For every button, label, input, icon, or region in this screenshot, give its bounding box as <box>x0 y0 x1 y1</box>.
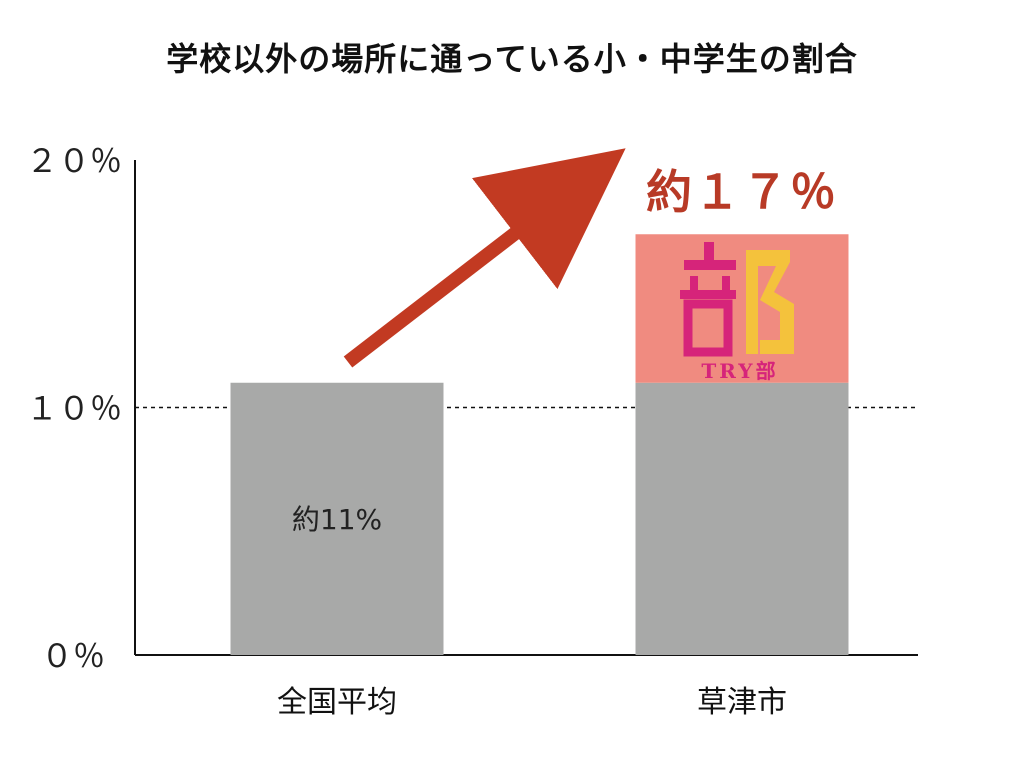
callout-17pct: 約１７％ <box>646 165 838 219</box>
bar-kusatsu-extra <box>635 234 849 383</box>
y-tick-label-10: １０％ <box>26 390 122 428</box>
logo-stroke-2 <box>684 260 736 270</box>
logo-stroke-5 <box>680 290 736 299</box>
try-bu-logo: TRY部 <box>680 242 794 383</box>
chart-title: 学校以外の場所に通っている小・中学生の割合 <box>166 40 858 78</box>
category-label-kusatsu: 草津市 <box>697 685 787 720</box>
bar-national-average <box>230 382 444 655</box>
y-tick-label-20: ２０％ <box>26 142 122 180</box>
logo-stroke-3 <box>690 276 698 290</box>
y-tick-label-0: ０％ <box>41 637 105 675</box>
logo-stroke-1 <box>704 242 714 260</box>
logo-stroke-7 <box>746 250 794 354</box>
logo-caption: TRY部 <box>701 359 778 383</box>
rising-arrow <box>343 148 626 368</box>
category-label-national: 全国平均 <box>277 685 397 720</box>
logo-stroke-6 <box>683 299 733 357</box>
data-label-national: 約11% <box>292 503 382 536</box>
logo-stroke-4 <box>722 276 730 290</box>
bar-kusatsu-base <box>635 382 849 655</box>
